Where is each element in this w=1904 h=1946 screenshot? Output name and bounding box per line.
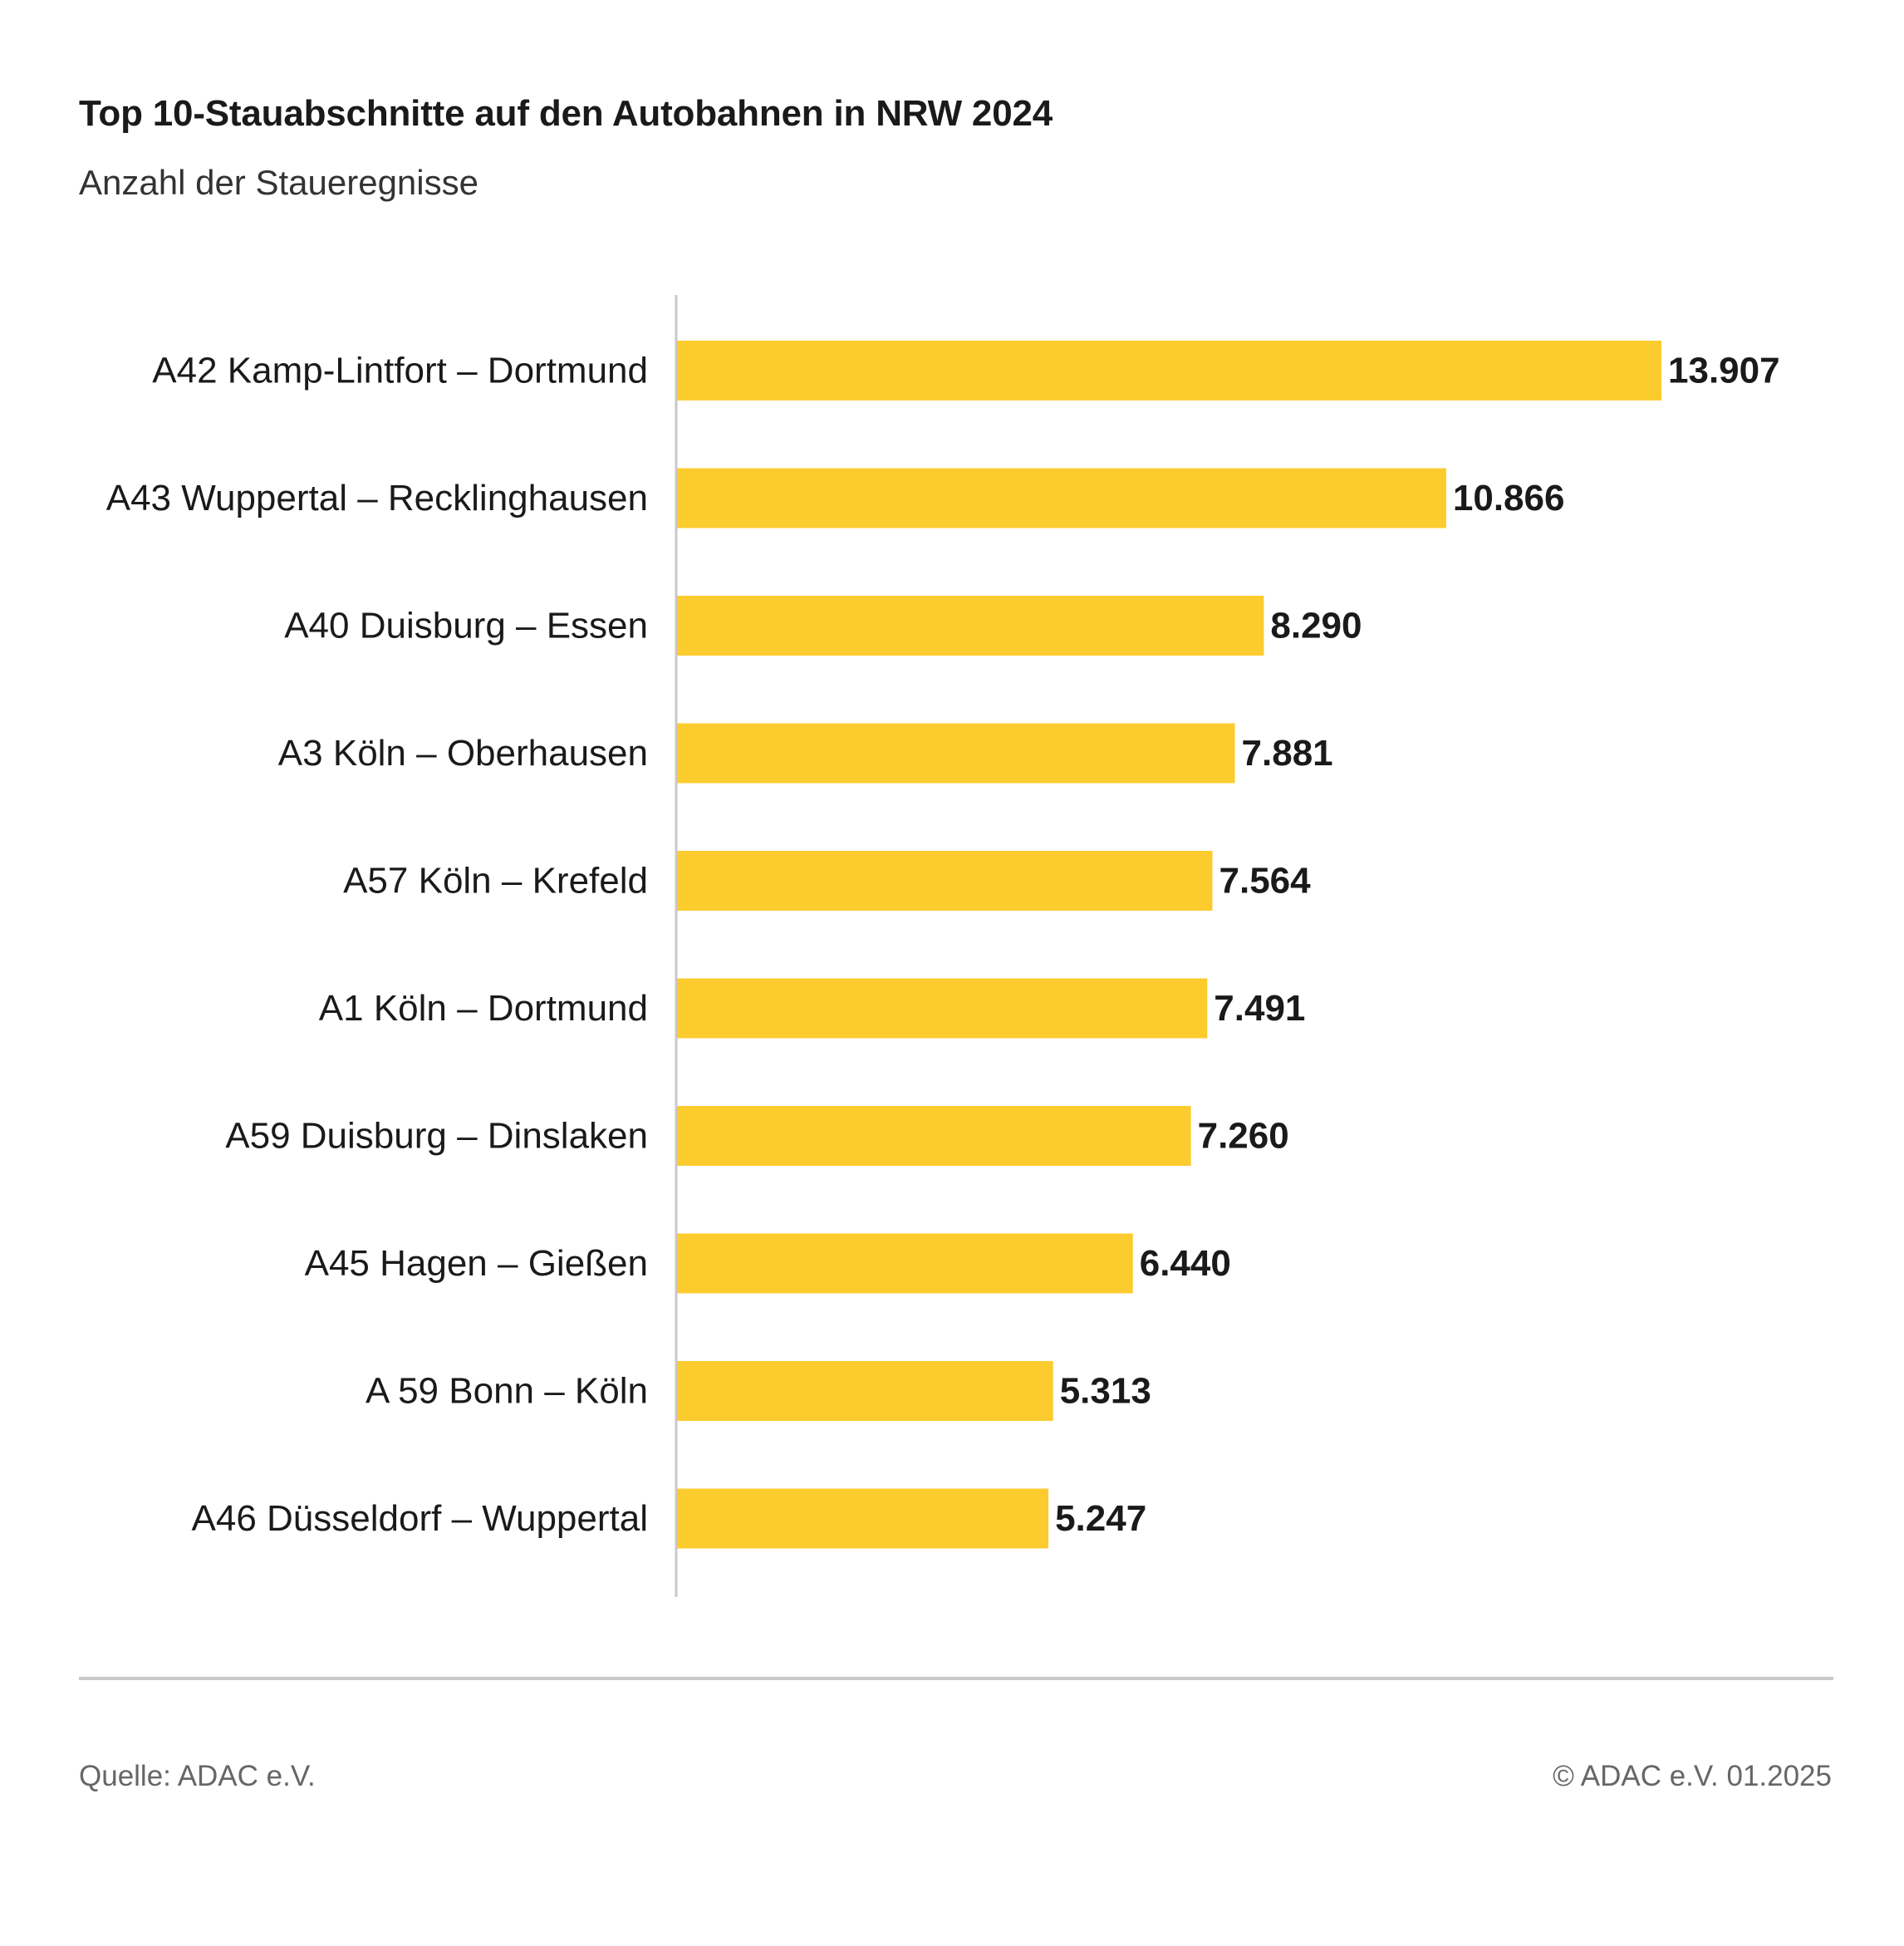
value-label: 8.290 (1270, 606, 1362, 646)
bar (677, 1361, 1053, 1421)
bar (677, 723, 1235, 784)
bars-layer: A42 Kamp-Lintfort – Dortmund 13.907 A43 Wu… (106, 341, 1780, 1549)
bar (677, 596, 1264, 656)
bar (677, 1233, 1133, 1294)
bar (677, 978, 1208, 1039)
value-label: 7.564 (1219, 861, 1312, 902)
category-label: A45 Hagen – Gießen (305, 1243, 648, 1284)
bar (677, 851, 1213, 911)
category-label: A1 Köln – Dortmund (319, 988, 648, 1029)
bar (677, 1488, 1049, 1549)
category-label: A59 Duisburg – Dinslaken (225, 1116, 648, 1157)
value-label: 7.260 (1198, 1116, 1289, 1157)
footer-divider (79, 1677, 1833, 1680)
copyright-note: © ADAC e.V. 01.2025 (1553, 1760, 1832, 1792)
bar (677, 341, 1661, 401)
chart-subtitle: Anzahl der Staueregnisse (79, 163, 478, 202)
value-label: 7.881 (1242, 733, 1333, 774)
bar (677, 1106, 1191, 1166)
bar (677, 468, 1446, 528)
value-label: 13.907 (1668, 351, 1780, 391)
chart-title: Top 10-Stauabschnitte auf den Autobahnen… (79, 93, 1053, 134)
value-label: 5.247 (1055, 1498, 1146, 1539)
value-label: 5.313 (1060, 1371, 1151, 1412)
category-label: A46 Düsseldorf – Wuppertal (192, 1498, 648, 1539)
category-label: A43 Wuppertal – Recklinghausen (106, 478, 648, 518)
category-label: A 59 Bonn – Köln (366, 1371, 648, 1412)
value-label: 6.440 (1140, 1243, 1231, 1284)
category-label: A42 Kamp-Lintfort – Dortmund (152, 351, 648, 391)
source-note: Quelle: ADAC e.V. (79, 1760, 316, 1792)
value-label: 10.866 (1453, 478, 1565, 518)
category-label: A3 Köln – Oberhausen (278, 733, 648, 774)
category-label: A40 Duisburg – Essen (284, 606, 648, 646)
category-label: A57 Köln – Krefeld (343, 861, 648, 902)
value-label: 7.491 (1214, 988, 1305, 1029)
